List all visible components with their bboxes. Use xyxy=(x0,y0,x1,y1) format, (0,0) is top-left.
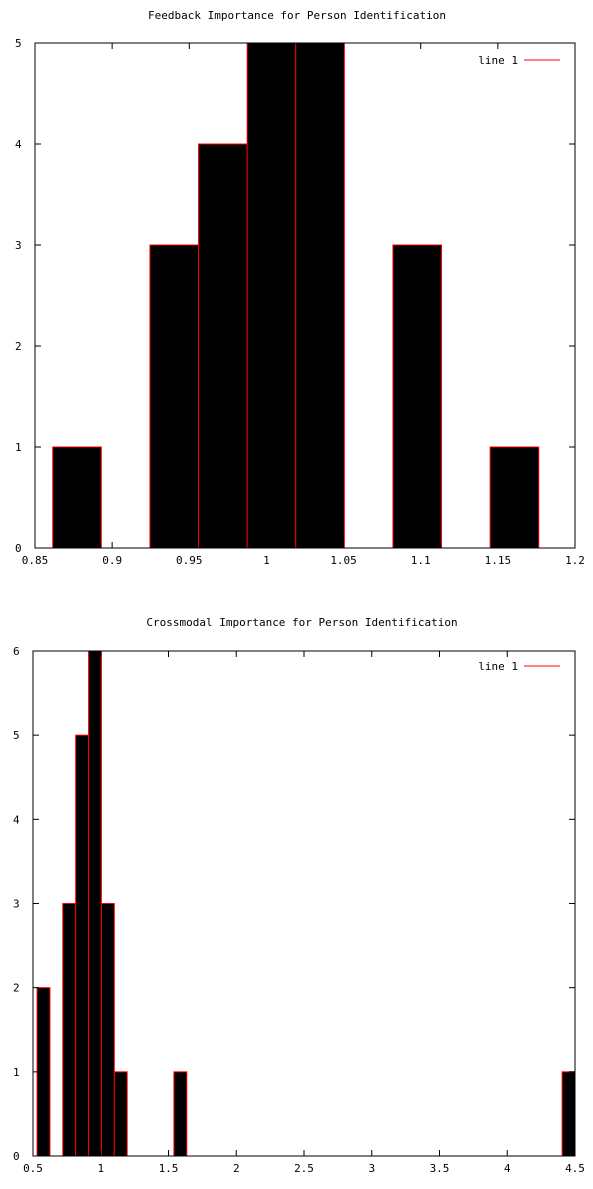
y-tick-label: 0 xyxy=(15,542,22,555)
y-tick-label: 2 xyxy=(13,982,20,995)
x-tick-label: 3.5 xyxy=(430,1162,450,1175)
histogram-bar xyxy=(392,244,443,549)
histogram-bar xyxy=(173,1071,188,1157)
y-tick-label: 6 xyxy=(13,645,20,658)
histogram-bar xyxy=(295,42,345,549)
legend: line 1 xyxy=(478,54,560,67)
x-tick-label: 3 xyxy=(368,1162,375,1175)
y-tick-label: 4 xyxy=(15,138,22,151)
feedback-histogram: Feedback Importance for Person Identific… xyxy=(15,9,585,567)
x-tick-label: 2 xyxy=(233,1162,240,1175)
histogram-bar xyxy=(62,903,77,1157)
histogram-bar xyxy=(149,244,200,549)
histogram-bar xyxy=(489,446,540,549)
chart-title: Crossmodal Importance for Person Identif… xyxy=(146,616,457,629)
y-tick-label: 5 xyxy=(15,37,22,50)
histogram-bar xyxy=(75,734,90,1157)
y-tick-label: 0 xyxy=(13,1150,20,1163)
x-tick-label: 0.95 xyxy=(176,554,203,567)
legend-label: line 1 xyxy=(478,660,518,673)
histogram-bar xyxy=(198,143,248,549)
x-tick-label: 4 xyxy=(504,1162,511,1175)
legend: line 1 xyxy=(478,660,560,673)
histogram-bar xyxy=(113,1071,128,1157)
x-tick-label: 4.5 xyxy=(565,1162,585,1175)
y-tick-label: 3 xyxy=(13,898,20,911)
x-tick-label: 1 xyxy=(263,554,270,567)
histogram-bar xyxy=(88,650,102,1157)
y-tick-label: 1 xyxy=(15,441,22,454)
histogram-bar xyxy=(52,446,102,549)
x-tick-label: 1.2 xyxy=(565,554,585,567)
chart-title: Feedback Importance for Person Identific… xyxy=(148,9,446,22)
y-tick-label: 3 xyxy=(15,239,22,252)
y-tick-label: 5 xyxy=(13,729,20,742)
crossmodal-histogram: Crossmodal Importance for Person Identif… xyxy=(13,616,585,1175)
y-tick-label: 4 xyxy=(13,813,20,826)
y-tick-label: 1 xyxy=(13,1066,20,1079)
x-tick-label: 0.5 xyxy=(23,1162,43,1175)
y-tick-label: 2 xyxy=(15,340,22,353)
x-tick-label: 1.05 xyxy=(330,554,357,567)
histogram-bar xyxy=(561,1071,576,1157)
plot-frame xyxy=(34,42,576,549)
x-tick-label: 0.9 xyxy=(102,554,122,567)
x-tick-label: 1 xyxy=(97,1162,104,1175)
x-tick-label: 1.5 xyxy=(159,1162,179,1175)
x-tick-label: 0.85 xyxy=(22,554,49,567)
x-tick-label: 1.1 xyxy=(411,554,431,567)
x-tick-label: 1.15 xyxy=(485,554,512,567)
legend-label: line 1 xyxy=(478,54,518,67)
histogram-bar xyxy=(100,903,115,1157)
histogram-bar xyxy=(246,42,297,549)
x-tick-label: 2.5 xyxy=(294,1162,314,1175)
